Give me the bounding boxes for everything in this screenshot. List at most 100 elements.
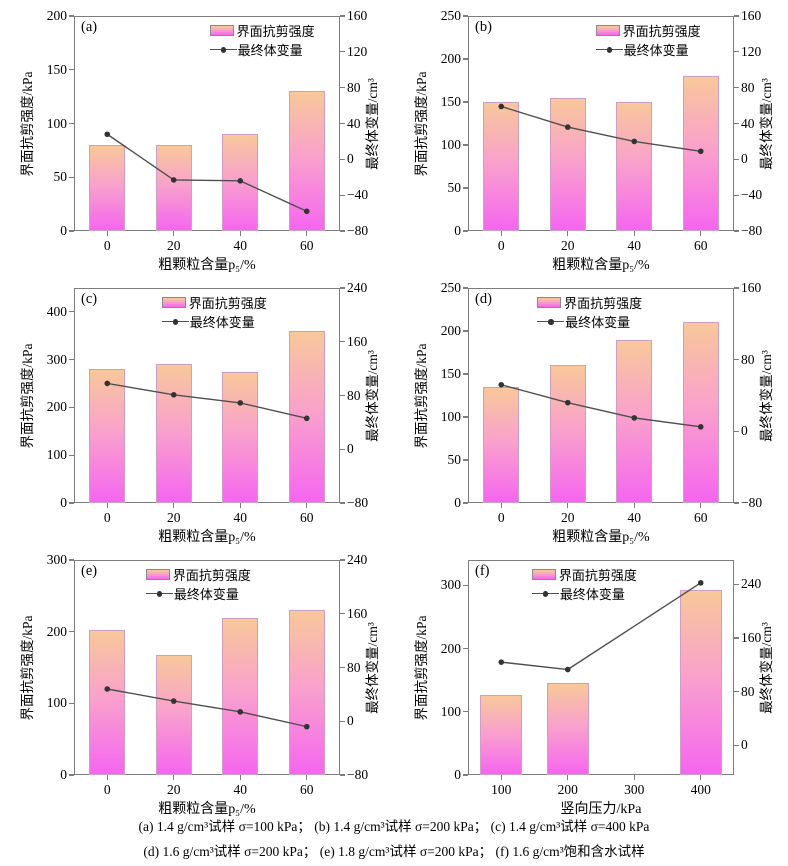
bar-swatch-icon [537, 297, 562, 308]
line-sample-dot [548, 319, 554, 325]
right-tick-label: 0 [741, 151, 748, 167]
right-tick [340, 122, 345, 125]
left-axis-title: 界面抗剪强度/kPa [20, 614, 35, 721]
right-tick-label: 80 [741, 79, 755, 95]
right-tick-label: 80 [347, 79, 361, 95]
x-tick-label: 0 [103, 510, 111, 525]
x-tick-label: 400 [690, 782, 711, 797]
left-tick [69, 502, 74, 504]
line-sample-dot [606, 47, 613, 53]
left-tick [69, 774, 74, 776]
legend-row-bar: 界面抗剪强度 [537, 293, 642, 312]
right-tick-label: 160 [347, 333, 368, 349]
left-tick-label: 300 [46, 552, 67, 567]
chart-d: 0 50 100 150 200 250 −80 0 80 160 0 20 40 60 (d) 界面抗剪强度… [394, 272, 788, 545]
line-sample-dot [542, 591, 549, 597]
line-marker [303, 723, 310, 730]
right-tick-label: 80 [741, 683, 755, 699]
left-tick [69, 702, 74, 704]
left-tick-label: 150 [440, 94, 461, 109]
legend-row-bar: 界面抗剪强度 [209, 21, 315, 40]
right-tick-label: 40 [741, 115, 755, 131]
bar [155, 145, 192, 231]
left-tick-label: 200 [46, 623, 67, 639]
line-sample-dot [156, 591, 163, 597]
x-tick [173, 231, 175, 236]
line-sample-dot [172, 319, 179, 325]
right-tick [340, 87, 345, 89]
right-tick [734, 287, 739, 289]
left-tick [463, 330, 468, 332]
right-tick-label: 0 [347, 713, 354, 729]
left-axis-title: 界面抗剪强度/kPa [20, 70, 35, 177]
right-tick-label: 80 [347, 659, 361, 675]
left-tick-label: 300 [440, 577, 461, 593]
x-tick [567, 231, 569, 236]
left-tick-label: 50 [447, 452, 462, 467]
left-tick-label: 250 [440, 280, 461, 295]
right-tick [734, 502, 739, 504]
chart-e: 0 100 200 300 −80 0 80 160 240 0 20 40 60 (e) 界面抗剪强度 最终… [0, 544, 394, 817]
right-tick [734, 230, 739, 232]
right-tick-label: 240 [347, 552, 368, 567]
line-marker [631, 138, 638, 145]
line-marker [104, 380, 111, 387]
right-axis-title: 最终体变量/cm³ [365, 77, 380, 170]
bar [222, 618, 259, 775]
left-tick [463, 144, 468, 146]
left-axis-title: 界面抗剪强度/kPa [414, 614, 429, 721]
legend-line-label: 最终体变量 [623, 43, 689, 58]
bar [288, 610, 325, 775]
left-tick [69, 15, 74, 17]
left-tick [463, 584, 468, 586]
x-tick [173, 775, 175, 780]
legend-row-bar: 界面抗剪强度 [161, 293, 267, 312]
x-tick [633, 503, 635, 508]
line-marker [170, 392, 177, 398]
left-tick-label: 100 [46, 695, 67, 711]
legend: 界面抗剪强度 最终体变量 [161, 293, 267, 331]
line-marker [303, 415, 310, 422]
left-tick [463, 647, 468, 650]
bar [89, 630, 126, 775]
right-tick [734, 51, 739, 53]
left-tick-label: 100 [440, 409, 461, 424]
right-tick [340, 666, 345, 669]
x-tick-label: 40 [627, 510, 642, 525]
line-marker [564, 124, 571, 130]
right-tick-label: 0 [347, 441, 354, 457]
left-tick [463, 459, 468, 461]
right-tick-label: −80 [347, 223, 369, 238]
x-tick-label: 20 [167, 510, 181, 525]
right-tick [340, 287, 345, 289]
line-series [498, 580, 704, 673]
x-tick-label: 0 [103, 782, 111, 797]
line-path [107, 688, 307, 728]
right-tick-label: 40 [347, 115, 361, 131]
line-marker [104, 131, 111, 138]
x-tick [633, 231, 635, 236]
line-marker [237, 709, 244, 715]
x-tick-label: 20 [167, 782, 181, 797]
x-tick [106, 775, 108, 780]
chart-b: 0 50 100 150 200 250 −80 −40 0 40 80 120 160 0 20 40 60 (… [394, 0, 788, 273]
x-axis-title: 粗颗粒含量p₅/% [552, 258, 650, 273]
x-tick [239, 503, 241, 508]
right-tick [340, 394, 345, 397]
bar [616, 102, 653, 231]
bar [155, 364, 192, 503]
bar [679, 590, 722, 775]
bar-swatch-icon [145, 569, 170, 580]
line-marker [104, 686, 111, 692]
line-path [106, 133, 308, 212]
x-tick-label: 40 [233, 782, 248, 797]
x-tick [306, 503, 308, 508]
x-tick [633, 775, 635, 780]
x-tick-label: 0 [497, 238, 505, 253]
legend: 界面抗剪强度 最终体变量 [537, 293, 642, 331]
legend-bar-label: 界面抗剪强度 [172, 568, 251, 583]
line-marker [564, 399, 571, 406]
right-tick-label: −80 [347, 495, 369, 510]
x-tick-label: 40 [233, 510, 248, 525]
